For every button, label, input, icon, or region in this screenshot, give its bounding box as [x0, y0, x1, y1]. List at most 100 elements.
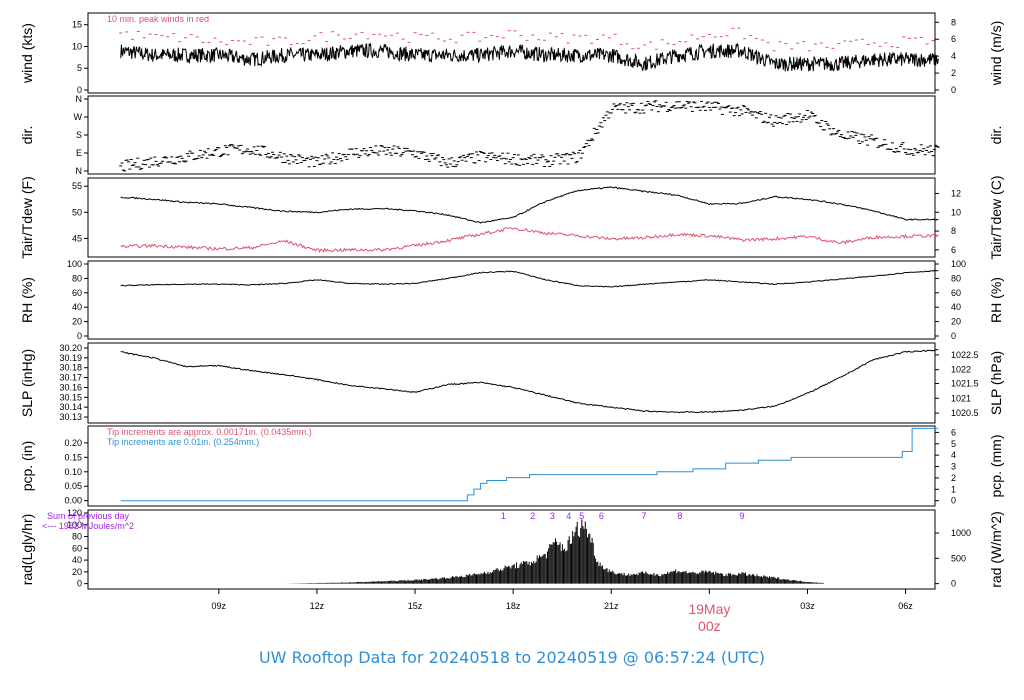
hour-marker: 4	[566, 511, 571, 521]
ytick-label: 15	[72, 20, 82, 30]
ytick-right-label: 1	[951, 484, 956, 494]
ytick-label: 0.05	[64, 481, 82, 491]
ylabel-right-slp: SLP (hPa)	[988, 351, 1004, 415]
ytick-right-label: 8	[951, 226, 956, 236]
xtick-label: 03z	[800, 601, 815, 611]
hour-marker: 5	[579, 511, 584, 521]
ytick-label: 0.10	[64, 467, 82, 477]
hour-marker: 6	[599, 511, 604, 521]
ytick-label: 45	[72, 233, 82, 243]
xtick-label: 09z	[212, 601, 227, 611]
xtick-label: 06z	[898, 601, 913, 611]
hour-marker: 9	[740, 511, 745, 521]
xtick-label: 12z	[310, 601, 325, 611]
ytick-right-label: 0	[951, 85, 956, 95]
xtick-label: 21z	[604, 601, 619, 611]
ytick-label: W	[74, 112, 83, 122]
annotation: Tip increments are approx. 0.00171in. (0…	[107, 427, 312, 437]
panel-frame-pcp	[87, 425, 936, 507]
ytick-label: 5	[77, 63, 82, 73]
ylabel-dir: dir.	[19, 126, 35, 145]
ytick-right-label: 40	[951, 302, 961, 312]
ylabel-pcp: pcp. (in)	[19, 441, 35, 492]
ylabel-temp: Tair/Tdew (F)	[19, 176, 35, 258]
ylabel-slp: SLP (inHg)	[19, 349, 35, 417]
ytick-right-label: 5	[951, 439, 956, 449]
ytick-label: N	[76, 94, 83, 104]
ytick-label: 20	[72, 317, 82, 327]
ytick-label: 30.18	[59, 363, 82, 373]
panel-frame-slp	[87, 342, 936, 424]
series-line-wind	[120, 42, 939, 72]
ylabel-rh: RH (%)	[19, 277, 35, 323]
panel-frame-temp	[87, 177, 936, 258]
ytick-right-label: 1000	[951, 528, 971, 538]
ytick-right-label: 1020.5	[951, 408, 979, 418]
annotation: <--- 1982 MJoules/m^2	[42, 521, 134, 531]
ytick-label: 0	[77, 579, 82, 589]
ytick-right-label: 6	[951, 245, 956, 255]
ytick-label: 100	[67, 259, 82, 269]
date-label: 19May	[688, 601, 730, 617]
ytick-right-label: 2	[951, 473, 956, 483]
ytick-label: 30.20	[59, 343, 82, 353]
ytick-label: 80	[72, 532, 82, 542]
pcp-line	[120, 427, 939, 502]
xtick-label: 15z	[408, 601, 423, 611]
ytick-right-label: 1021	[951, 393, 971, 403]
ytick-label: S	[76, 130, 82, 140]
hour-marker: 7	[641, 511, 646, 521]
series-line-slp	[120, 349, 939, 414]
ytick-label: 40	[72, 302, 82, 312]
ytick-label: 0	[77, 85, 82, 95]
ytick-right-label: 0	[951, 579, 956, 589]
ylabel-rad: rad(Lgly/hr)	[19, 514, 35, 586]
ytick-right-label: 0	[951, 331, 956, 341]
ytick-label: 80	[72, 273, 82, 283]
ytick-label: E	[76, 148, 82, 158]
panel-frame-dir	[87, 95, 936, 175]
ytick-right-label: 2	[951, 68, 956, 78]
ytick-label: 0.15	[64, 452, 82, 462]
footer-title: UW Rooftop Data for 20240518 to 20240519…	[258, 648, 766, 667]
ylabel-right-rad: rad (W/m^2)	[988, 511, 1004, 588]
ytick-label: 0.00	[64, 496, 82, 506]
ytick-label: 10	[72, 41, 82, 51]
ylabel-right-wind: wind (m/s)	[988, 21, 1004, 87]
panel-frame-rh	[87, 260, 936, 340]
ytick-label: 30.13	[59, 412, 82, 422]
ytick-right-label: 0	[951, 496, 956, 506]
ytick-label: 30.17	[59, 373, 82, 383]
hour-marker: 8	[677, 511, 682, 521]
ytick-label: 40	[72, 555, 82, 565]
ytick-right-label: 80	[951, 273, 961, 283]
ytick-right-label: 60	[951, 288, 961, 298]
ytick-label: 30.15	[59, 392, 82, 402]
hour-marker: 1	[501, 511, 506, 521]
xtick-label: 18z	[506, 601, 521, 611]
ytick-label: 0.20	[64, 438, 82, 448]
series-line-temp	[120, 186, 939, 224]
ytick-right-label: 1021.5	[951, 378, 979, 388]
ytick-label: 60	[72, 288, 82, 298]
ytick-label: 100	[67, 520, 82, 530]
annotation: Sum of previous day	[47, 511, 130, 521]
ytick-label: 120	[67, 508, 82, 518]
ytick-right-label: 8	[951, 17, 956, 27]
ytick-label: 30.14	[59, 402, 82, 412]
series-line-temp	[120, 227, 939, 253]
ytick-label: 55	[72, 181, 82, 191]
annotation: 10 min. peak winds in red	[107, 14, 209, 24]
annotation: Tip increments are 0.01in. (0.254mm.)	[107, 437, 259, 447]
ytick-right-label: 100	[951, 259, 966, 269]
ytick-label: 30.16	[59, 382, 82, 392]
ytick-right-label: 4	[951, 51, 956, 61]
ytick-label: 50	[72, 207, 82, 217]
ytick-right-label: 3	[951, 462, 956, 472]
ylabel-wind: wind (kts)	[19, 23, 35, 84]
ylabel-right-rh: RH (%)	[988, 277, 1004, 323]
ytick-label: N	[76, 166, 83, 176]
series-line-rh	[120, 269, 939, 288]
ytick-right-label: 500	[951, 553, 966, 563]
